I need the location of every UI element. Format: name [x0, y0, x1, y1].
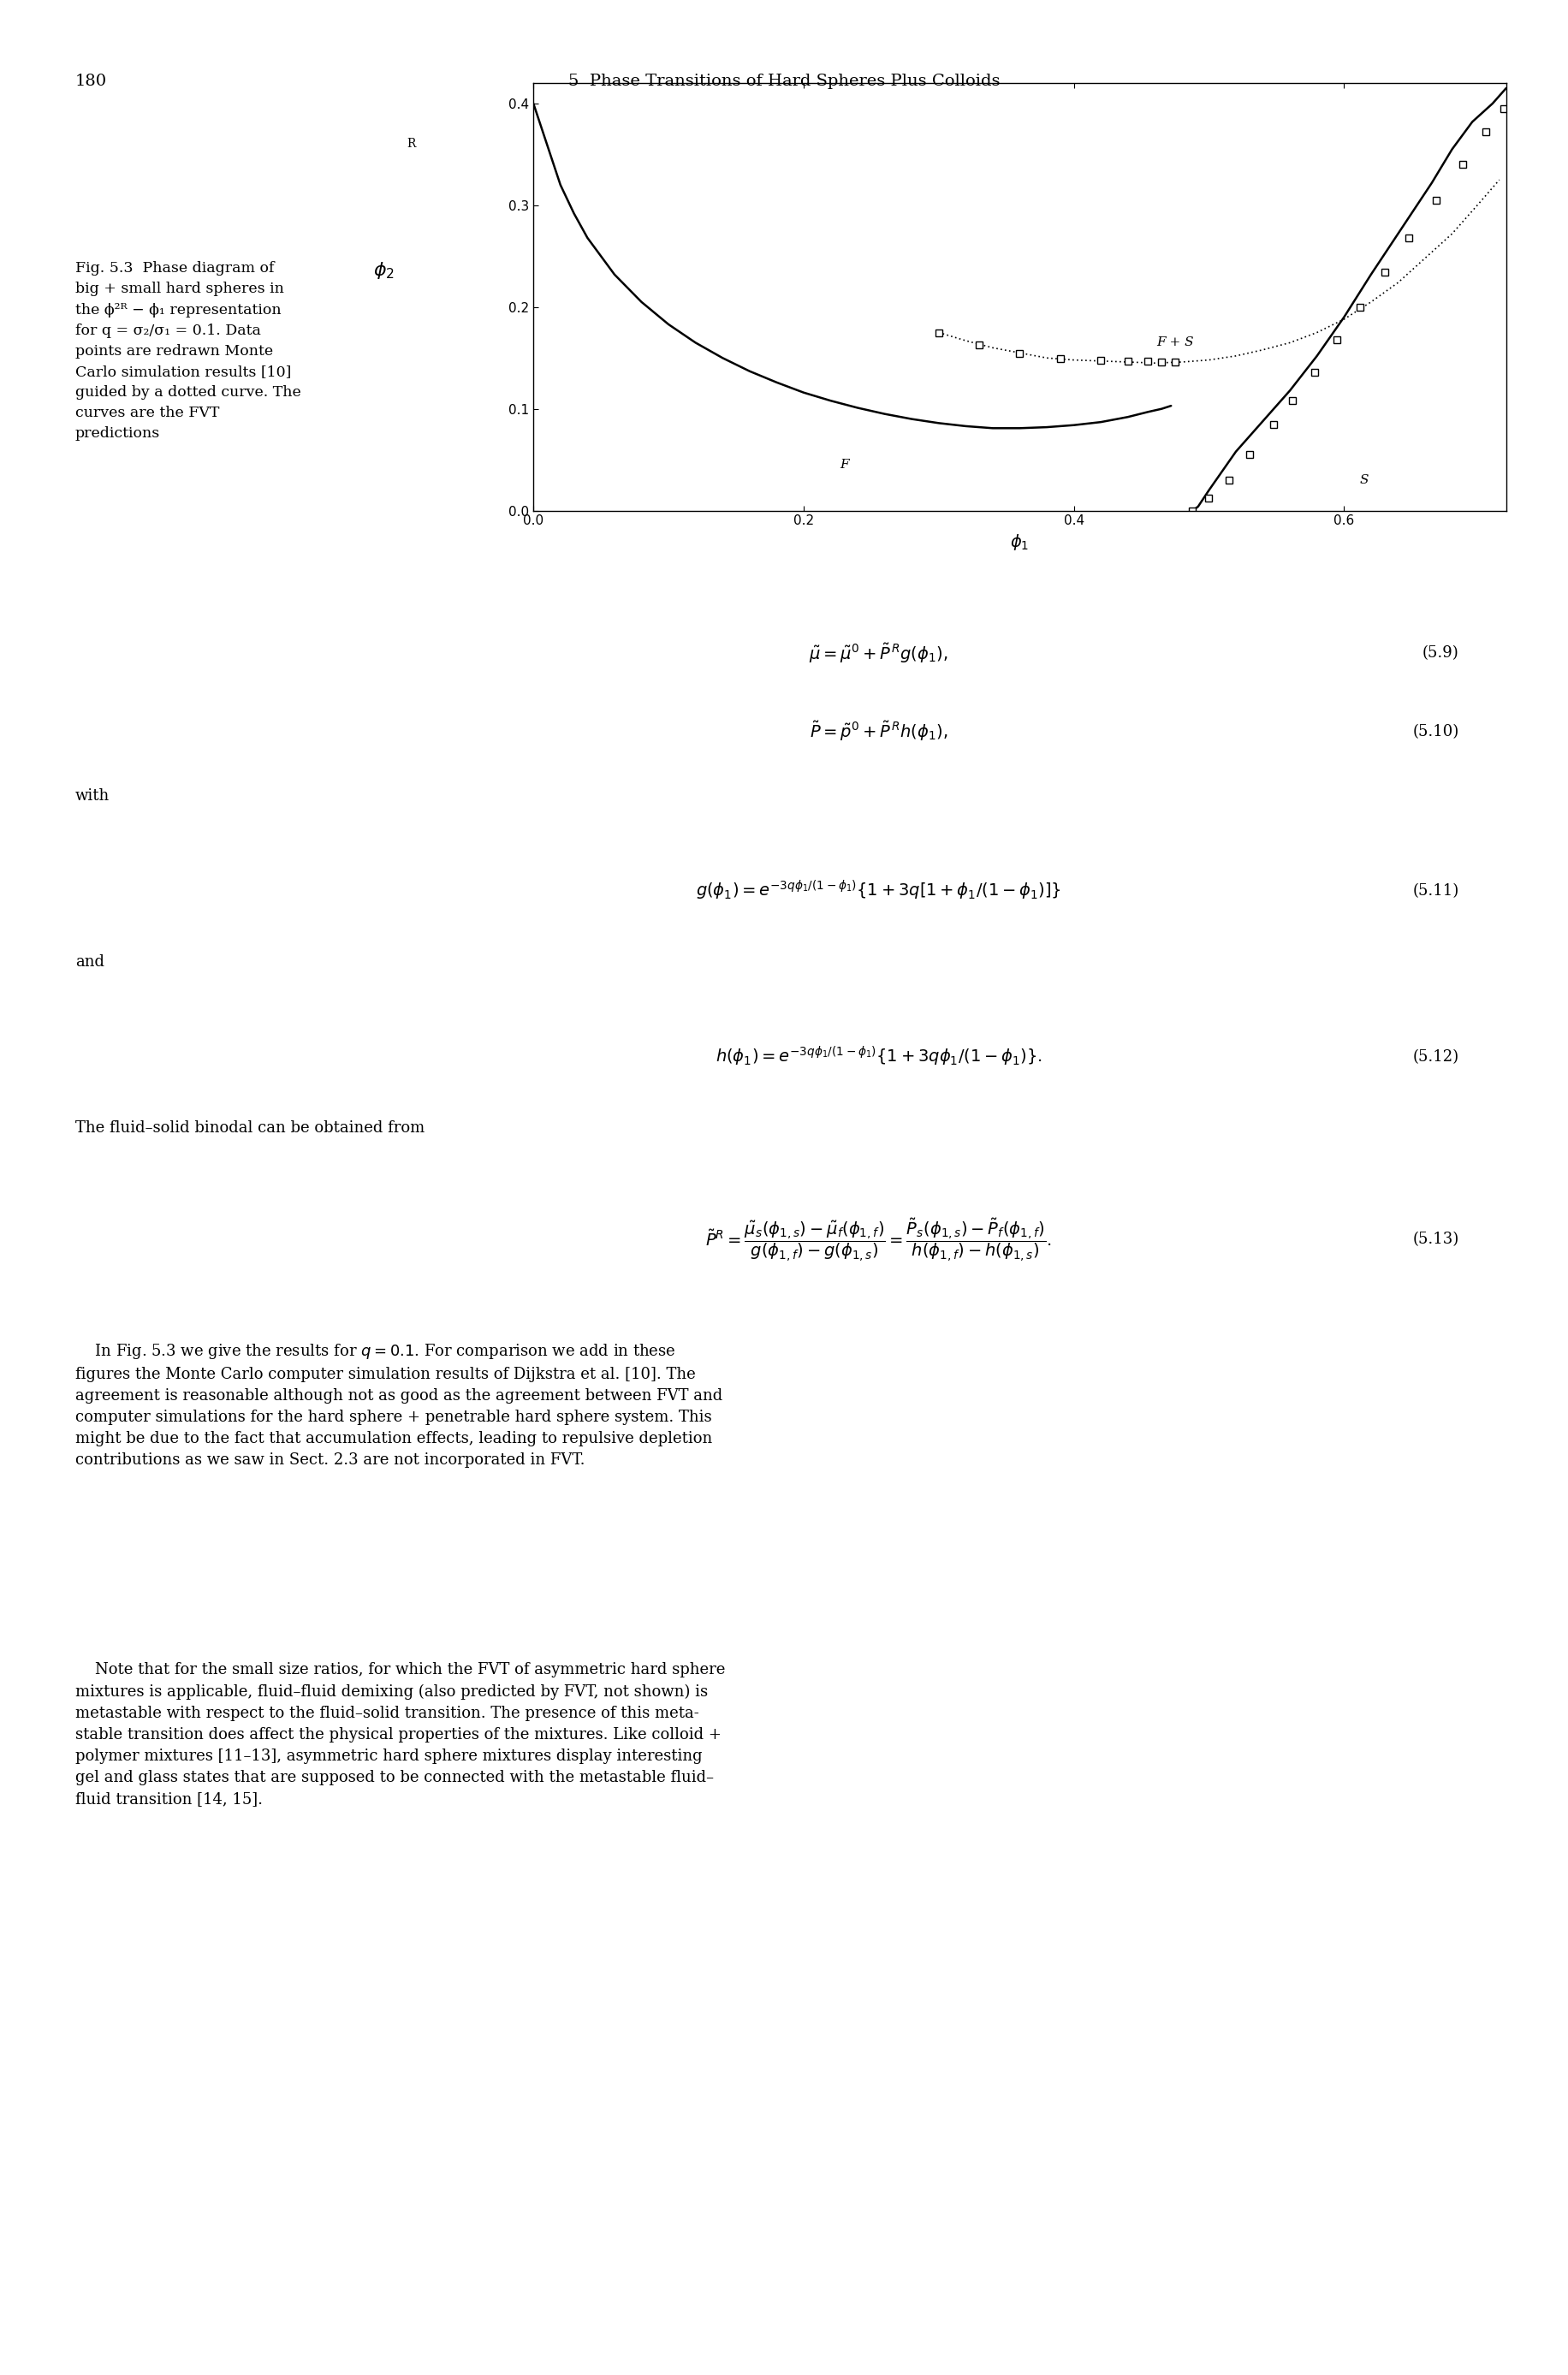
Text: F + S: F + S: [1156, 337, 1193, 349]
Text: S: S: [1359, 475, 1367, 487]
Text: F: F: [839, 458, 848, 470]
X-axis label: $\phi_1$: $\phi_1$: [1010, 532, 1029, 551]
Text: $h(\phi_1) = e^{-3q\phi_1/(1-\phi_1)}\{1 + 3q\phi_1/(1 - \phi_1)\}.$: $h(\phi_1) = e^{-3q\phi_1/(1-\phi_1)}\{1…: [715, 1045, 1041, 1069]
Text: $g(\phi_1) = e^{-3q\phi_1/(1-\phi_1)}\{1 + 3q[1 + \phi_1/(1 - \phi_1)]\}$: $g(\phi_1) = e^{-3q\phi_1/(1-\phi_1)}\{1…: [696, 879, 1060, 902]
Text: (5.11): (5.11): [1411, 884, 1458, 898]
Text: Note that for the small size ratios, for which the FVT of asymmetric hard sphere: Note that for the small size ratios, for…: [75, 1662, 724, 1807]
Text: (5.13): (5.13): [1411, 1233, 1458, 1247]
Text: $\tilde{P} = \tilde{p}^0 + \tilde{P}^{\,R} h(\phi_1),$: $\tilde{P} = \tilde{p}^0 + \tilde{P}^{\,…: [809, 720, 947, 743]
Text: 180: 180: [75, 74, 107, 88]
Text: with: with: [75, 789, 110, 803]
Text: R: R: [406, 138, 416, 150]
Text: $\phi_2$: $\phi_2$: [373, 261, 394, 280]
Text: The fluid–solid binodal can be obtained from: The fluid–solid binodal can be obtained …: [75, 1121, 425, 1135]
Text: $\tilde{\mu} = \tilde{\mu}^0 + \tilde{P}^{\,R} g(\phi_1),$: $\tilde{\mu} = \tilde{\mu}^0 + \tilde{P}…: [809, 641, 947, 665]
Text: (5.9): (5.9): [1422, 646, 1458, 660]
Text: 5  Phase Transitions of Hard Spheres Plus Colloids: 5 Phase Transitions of Hard Spheres Plus…: [568, 74, 1000, 88]
Text: $\tilde{P}^R = \dfrac{\tilde{\mu}_s(\phi_{1,s}) - \tilde{\mu}_f(\phi_{1,f})}{g(\: $\tilde{P}^R = \dfrac{\tilde{\mu}_s(\phi…: [706, 1216, 1051, 1264]
Text: (5.12): (5.12): [1411, 1050, 1458, 1064]
Text: (5.10): (5.10): [1411, 724, 1458, 739]
Text: Fig. 5.3  Phase diagram of
big + small hard spheres in
the ϕ²ᴿ − ϕ₁ representati: Fig. 5.3 Phase diagram of big + small ha…: [75, 261, 301, 442]
Text: and: and: [75, 955, 105, 969]
Text: In Fig. 5.3 we give the results for $q = 0.1$. For comparison we add in these
fi: In Fig. 5.3 we give the results for $q =…: [75, 1342, 723, 1468]
